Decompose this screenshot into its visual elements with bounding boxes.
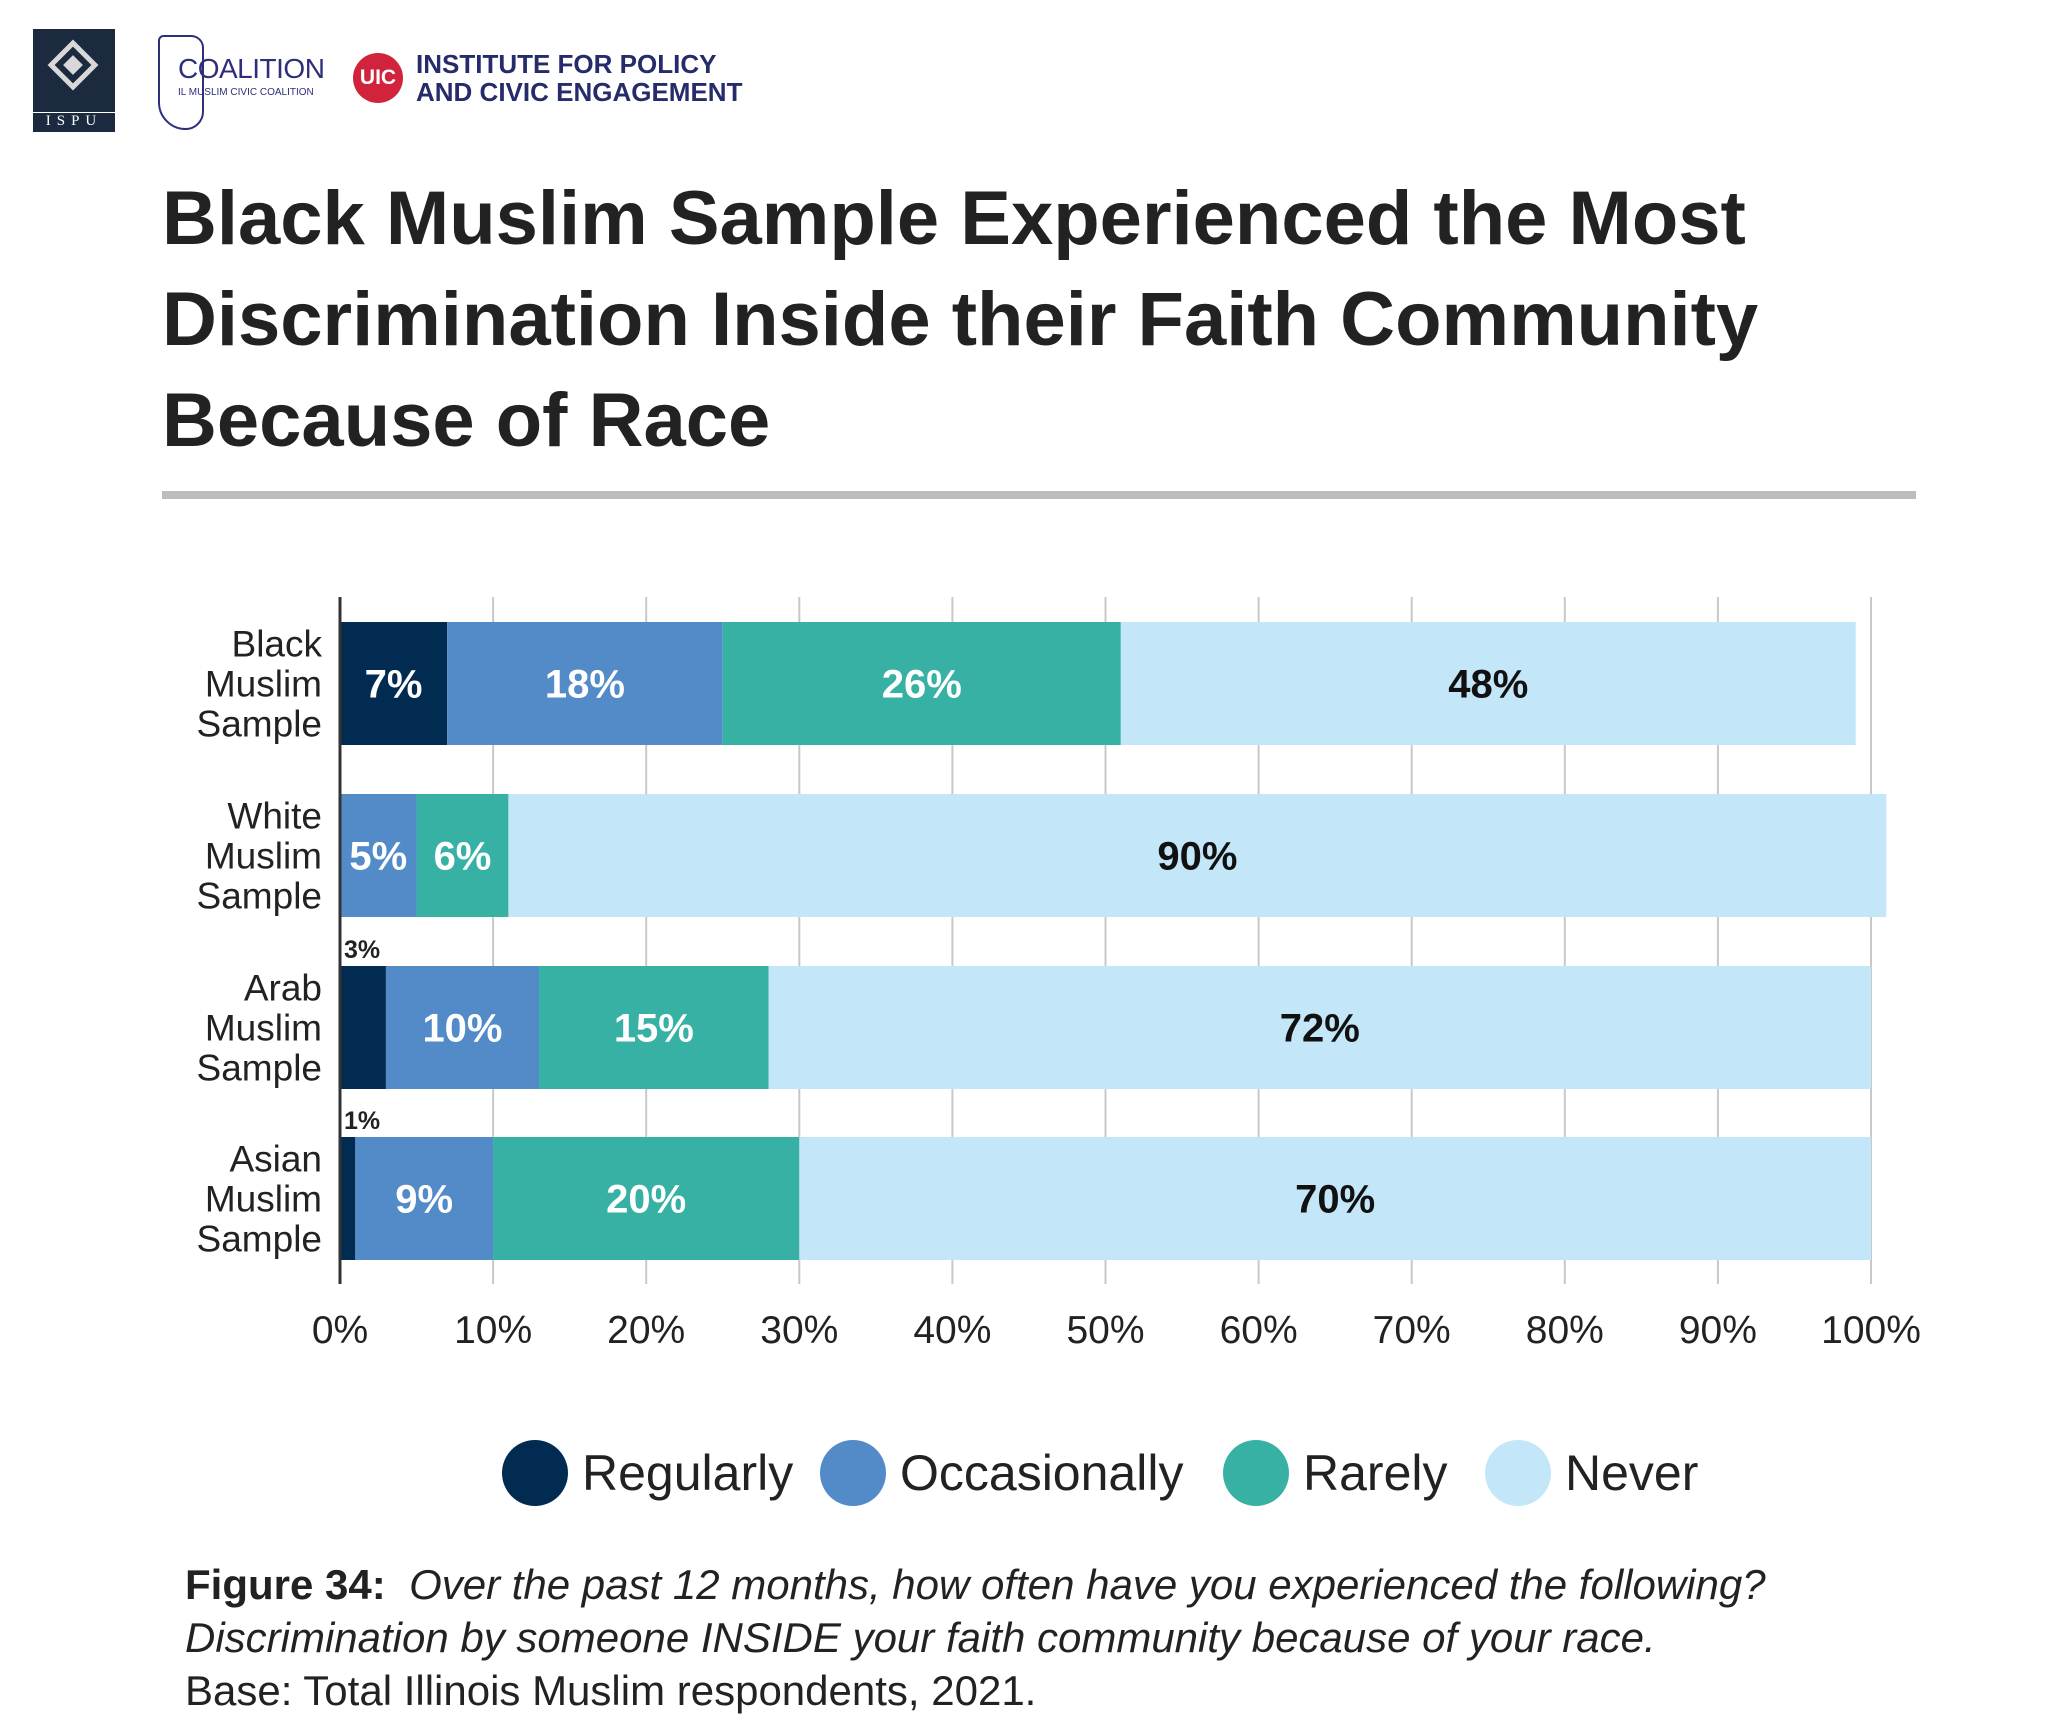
data-label: 9% [395, 1178, 453, 1222]
x-tick-label: 60% [1220, 1309, 1298, 1352]
bar-segment-rarely [493, 1137, 800, 1260]
figure-label: Figure 34: [185, 1561, 386, 1608]
uic-logo: UIC [353, 53, 403, 103]
data-label: 72% [1280, 1007, 1360, 1051]
caption-question: Over the past 12 months, how often have … [409, 1561, 1766, 1608]
legend-swatch [502, 1440, 568, 1506]
data-label: 15% [614, 1007, 694, 1051]
data-label: 90% [1157, 835, 1237, 879]
data-label: 6% [434, 835, 492, 879]
x-tick-label: 0% [312, 1309, 368, 1352]
data-label: 18% [545, 663, 625, 707]
bar-segment-regularly [340, 1137, 356, 1260]
category-label: Sample [197, 876, 322, 917]
illinois-outline-icon [158, 35, 204, 130]
category-label: Muslim [205, 1179, 322, 1220]
coalition-logo-subtext: IL MUSLIM CIVIC COALITION [178, 87, 314, 98]
x-tick-label: 50% [1066, 1309, 1144, 1352]
legend-swatch [1485, 1440, 1551, 1506]
x-tick-label: 100% [1821, 1309, 1921, 1352]
x-tick-label: 90% [1679, 1309, 1757, 1352]
x-tick-label: 30% [760, 1309, 838, 1352]
coalition-logo: COALITION IL MUSLIM CIVIC COALITION [150, 35, 330, 130]
legend-label: Regularly [582, 1445, 794, 1501]
x-tick-label: 70% [1373, 1309, 1451, 1352]
data-label: 7% [365, 663, 423, 707]
coalition-logo-text: COALITION [178, 53, 325, 84]
category-label: Muslim [205, 836, 322, 877]
category-label: Arab [244, 968, 322, 1009]
bar-segment-never [799, 1137, 1871, 1260]
data-label: 3% [344, 936, 380, 964]
bar-segment-never [1120, 622, 1856, 745]
legend-swatch [820, 1440, 886, 1506]
category-label: Muslim [205, 1008, 322, 1049]
category-label: White [227, 796, 322, 837]
x-tick-label: 20% [607, 1309, 685, 1352]
category-label: Sample [197, 704, 322, 745]
bar-segment-occasionally [340, 794, 417, 917]
chart-title: Black Muslim Sample Experienced the Most… [162, 176, 1759, 463]
x-tick-label: 40% [913, 1309, 991, 1352]
bar-segment-rarely [722, 622, 1121, 745]
legend-swatch [1223, 1440, 1289, 1506]
bar-segment-rarely [416, 794, 509, 917]
x-tick-label: 80% [1526, 1309, 1604, 1352]
category-label: Asian [229, 1139, 322, 1180]
data-label: 10% [422, 1007, 502, 1051]
category-label: Sample [197, 1219, 322, 1260]
caption-base: Base: Total Illinois Muslim respondents,… [185, 1667, 1037, 1714]
legend-item-occasionally: Occasionally [820, 1440, 1183, 1506]
category-label: Muslim [205, 664, 322, 705]
ipce-logo-text: INSTITUTE FOR POLICY AND CIVIC ENGAGEMEN… [416, 50, 742, 106]
data-label: 20% [606, 1178, 686, 1222]
bar-segment-never [508, 794, 1887, 917]
ispu-logo: ISPU [33, 29, 115, 132]
ispu-logo-text: ISPU [33, 112, 115, 130]
data-label: 26% [882, 663, 962, 707]
legend-label: Never [1565, 1445, 1699, 1501]
legend-item-regularly: Regularly [502, 1440, 793, 1506]
bar-segment-rarely [539, 966, 769, 1089]
ipce-line-1: INSTITUTE FOR POLICY [416, 49, 717, 79]
caption-line-2: Discrimination by someone INSIDE your fa… [185, 1614, 1656, 1661]
x-tick-label: 10% [454, 1309, 532, 1352]
bar-segment-occasionally [385, 966, 540, 1089]
figure-caption: Figure 34: Over the past 12 months, how … [185, 1558, 1766, 1717]
legend: Regularly Occasionally Rarely Never [0, 1440, 2048, 1506]
data-label: 48% [1448, 663, 1528, 707]
bar-segment-occasionally [447, 622, 723, 745]
data-label: 1% [344, 1107, 380, 1135]
bar-segment-regularly [340, 966, 386, 1089]
data-label: 5% [349, 835, 407, 879]
bar-segment-occasionally [355, 1137, 494, 1260]
category-label: Sample [197, 1048, 322, 1089]
ipce-line-2: AND CIVIC ENGAGEMENT [416, 77, 743, 107]
legend-item-never: Never [1485, 1440, 1698, 1506]
legend-label: Rarely [1303, 1445, 1448, 1501]
title-divider [162, 491, 1916, 499]
category-label: Black [232, 624, 323, 665]
legend-item-rarely: Rarely [1223, 1440, 1447, 1506]
bar-segment-regularly [340, 622, 448, 745]
data-label: 70% [1295, 1178, 1375, 1222]
legend-label: Occasionally [900, 1445, 1184, 1501]
bar-segment-never [768, 966, 1872, 1089]
